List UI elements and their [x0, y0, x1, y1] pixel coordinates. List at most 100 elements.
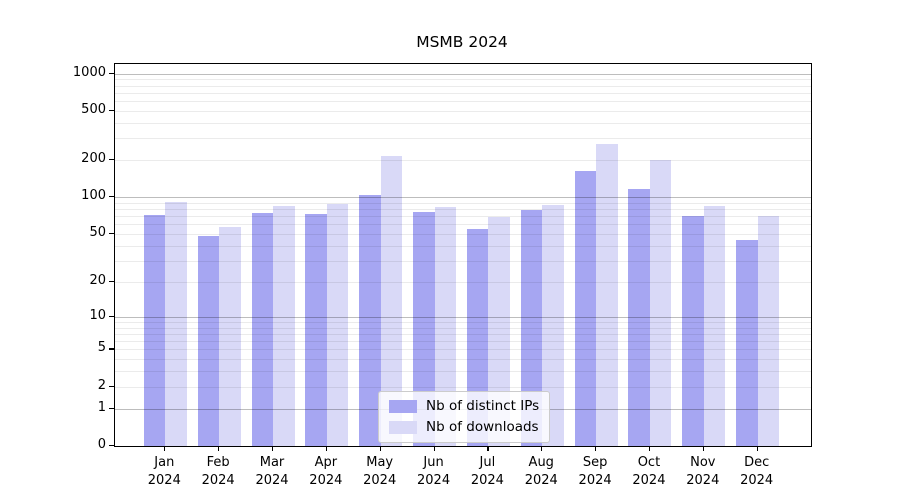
legend-label-distinct-ips: Nb of distinct IPs	[426, 398, 540, 414]
bar-dec-downloads	[757, 216, 780, 446]
x-tick-mark-feb	[218, 446, 220, 451]
legend-label-downloads: Nb of downloads	[426, 419, 539, 435]
gridline-y-10	[115, 316, 811, 318]
gridline-y-200	[115, 160, 811, 162]
gridline-y-2	[115, 386, 811, 388]
gridline-y-100	[115, 197, 811, 199]
y-tick-label-1000: 1000	[72, 64, 106, 80]
legend-row-distinct-ips: Nb of distinct IPs	[389, 399, 539, 414]
x-tick-mark-apr	[325, 446, 328, 451]
y-tick-mark-1000	[109, 72, 114, 74]
x-tick-mark-dec	[756, 446, 758, 451]
gridline-y-9	[115, 321, 811, 323]
chart-title: MSMB 2024	[416, 33, 508, 51]
gridline-y-7	[115, 333, 811, 335]
bar-aug-downloads	[542, 205, 564, 446]
x-tick-mark-nov	[702, 446, 704, 451]
gridline-y-5	[115, 349, 811, 351]
bar-jan-downloads	[165, 202, 187, 446]
y-tick-mark-2	[109, 385, 114, 387]
gridline-y-80	[115, 209, 811, 211]
gridline-y-900	[115, 79, 811, 81]
y-tick-mark-50	[109, 233, 114, 235]
bar-oct-downloads	[649, 160, 672, 446]
gridline-y-60	[115, 224, 811, 226]
y-tick-label-100: 100	[81, 188, 106, 204]
y-tick-mark-1	[109, 407, 114, 409]
bar-nov-distinct-ips	[682, 215, 704, 446]
x-tick-label-sep: Sep 2024	[578, 455, 612, 488]
x-tick-mark-may	[379, 446, 381, 451]
y-tick-mark-0	[109, 445, 114, 447]
legend-row-downloads: Nb of downloads	[389, 420, 539, 435]
y-tick-label-20: 20	[89, 272, 106, 288]
x-tick-label-jul: Jul 2024	[470, 455, 504, 488]
legend-swatch-distinct-ips	[389, 400, 417, 413]
x-tick-mark-sep	[595, 446, 597, 451]
gridline-y-40	[115, 245, 811, 247]
y-tick-label-5: 5	[97, 340, 106, 356]
bar-nov-downloads	[703, 205, 726, 446]
bar-jul-downloads	[488, 217, 510, 446]
y-tick-label-500: 500	[81, 101, 106, 117]
bar-jun-downloads	[434, 206, 457, 446]
x-tick-label-mar: Mar 2024	[255, 455, 289, 488]
y-tick-label-10: 10	[89, 307, 106, 323]
y-tick-mark-5	[109, 348, 114, 350]
y-tick-label-1: 1	[97, 399, 106, 415]
y-tick-mark-10	[109, 315, 114, 317]
bar-jun-distinct-ips	[413, 211, 435, 446]
bar-apr-downloads	[326, 203, 349, 446]
gridline-y-50	[115, 234, 811, 236]
bar-feb-distinct-ips	[197, 236, 220, 446]
legend: Nb of distinct IPs Nb of downloads	[378, 391, 551, 443]
bar-feb-downloads	[219, 227, 241, 446]
y-tick-label-200: 200	[81, 151, 106, 167]
bar-dec-distinct-ips	[736, 239, 758, 446]
x-tick-mark-mar	[272, 446, 274, 451]
gridline-y-20	[115, 281, 811, 283]
bar-mar-distinct-ips	[251, 212, 273, 446]
x-tick-label-jun: Jun 2024	[417, 455, 451, 488]
gridline-y-4	[115, 359, 811, 361]
y-tick-mark-500	[109, 109, 114, 112]
bar-may-downloads	[380, 155, 403, 446]
gridline-y-700	[115, 92, 811, 94]
x-tick-label-aug: Aug 2024	[524, 455, 558, 488]
x-tick-label-feb: Feb 2024	[201, 455, 235, 488]
bar-oct-distinct-ips	[628, 188, 650, 446]
x-tick-mark-jan	[164, 446, 166, 451]
y-tick-label-50: 50	[89, 225, 106, 241]
bar-sep-downloads	[596, 144, 618, 446]
bar-sep-distinct-ips	[574, 171, 597, 446]
gridline-y-1000	[115, 73, 811, 75]
gridline-y-3	[115, 371, 811, 373]
gridline-y-800	[115, 85, 811, 87]
x-tick-mark-aug	[541, 446, 543, 451]
y-tick-mark-20	[109, 280, 114, 283]
gridline-y-30	[115, 260, 811, 262]
bar-aug-distinct-ips	[520, 209, 543, 446]
bar-mar-downloads	[273, 205, 295, 446]
x-tick-label-nov: Nov 2024	[686, 455, 720, 488]
y-tick-mark-100	[109, 196, 114, 198]
y-tick-mark-200	[109, 159, 114, 161]
gridline-y-8	[115, 327, 811, 329]
x-tick-mark-jun	[433, 446, 435, 451]
bar-apr-distinct-ips	[305, 214, 327, 446]
x-tick-label-apr: Apr 2024	[309, 455, 343, 488]
gridline-y-300	[115, 138, 811, 140]
gridline-y-600	[115, 101, 811, 103]
bar-may-distinct-ips	[359, 195, 381, 446]
gridline-y-90	[115, 202, 811, 204]
y-tick-label-2: 2	[97, 377, 106, 393]
x-tick-label-oct: Oct 2024	[632, 455, 666, 488]
x-tick-label-dec: Dec 2024	[740, 455, 774, 488]
x-tick-label-may: May 2024	[363, 455, 397, 488]
x-tick-label-jan: Jan 2024	[147, 455, 181, 488]
bar-jan-distinct-ips	[143, 214, 166, 446]
x-tick-mark-oct	[648, 446, 651, 451]
x-tick-mark-jul	[487, 446, 489, 451]
gridline-y-500	[115, 110, 811, 112]
